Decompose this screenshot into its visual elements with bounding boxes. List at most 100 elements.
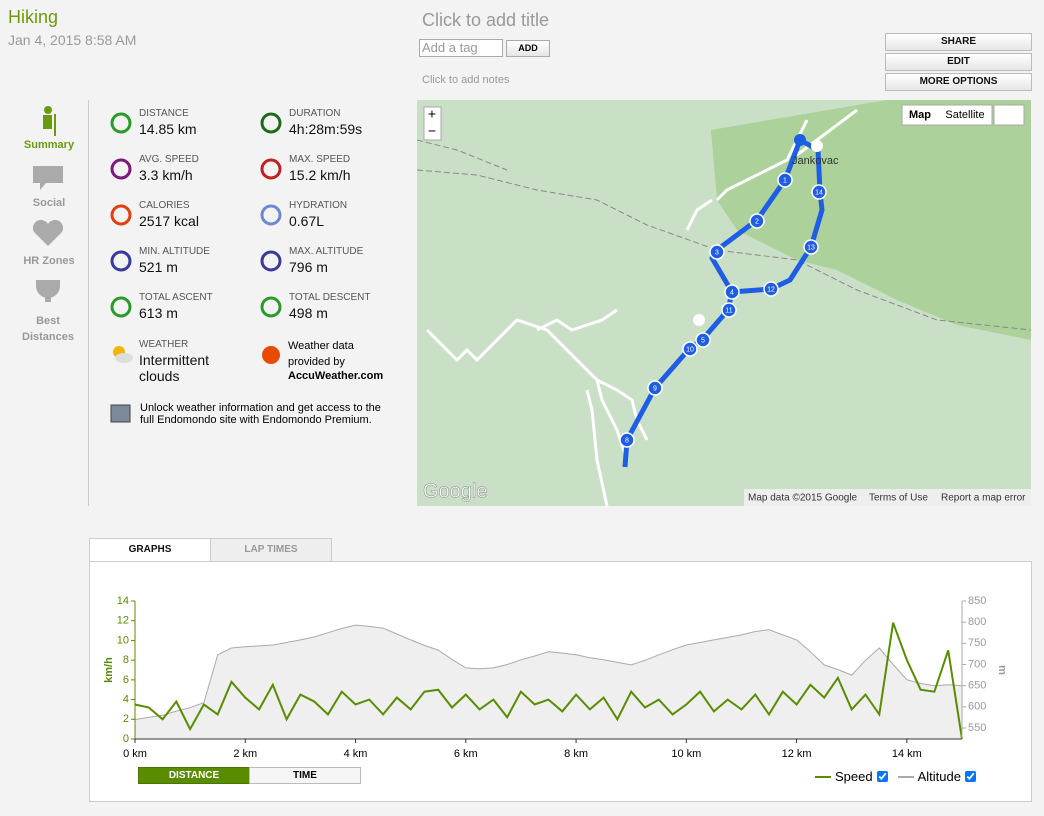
- y2-tick-label: 600: [968, 701, 986, 713]
- y2-tick-label: 650: [968, 680, 986, 692]
- y-tick-label: 4: [123, 693, 129, 705]
- weather-provider-text: Weather data provided by: [288, 340, 354, 368]
- series-line: [134, 622, 963, 740]
- route-marker: [763, 281, 779, 297]
- y-axis-label: km/h: [103, 657, 115, 683]
- tab-best-distances[interactable]: Best Distances: [22, 315, 74, 343]
- time-toggle[interactable]: TIME: [249, 767, 361, 784]
- y2-tick-label: 750: [968, 637, 986, 649]
- stat-label: MAX. ALTITUDE: [289, 246, 364, 257]
- report-link[interactable]: Report a map error: [941, 493, 1026, 504]
- stat-label: DISTANCE: [139, 108, 189, 119]
- distance-toggle[interactable]: DISTANCE: [138, 767, 250, 784]
- sidebar-icons: [32, 106, 64, 302]
- terms-link[interactable]: Terms of Use: [869, 493, 928, 504]
- y-tick-label: 2: [123, 713, 129, 725]
- stat-value: 4h:28m:59s: [289, 121, 363, 137]
- route-marker: [682, 341, 698, 357]
- x-tick-label: 6 km: [454, 748, 478, 760]
- stat-icon-shape: [260, 158, 282, 180]
- tag-input[interactable]: Add a tag: [419, 39, 503, 57]
- route-marker-label: 3: [715, 249, 719, 256]
- stat-label: MIN. ALTITUDE: [139, 246, 210, 257]
- weather-icon: [113, 346, 133, 363]
- stat-icon: [260, 296, 282, 318]
- more-options-button[interactable]: MORE OPTIONS: [885, 73, 1032, 91]
- lap-times-tab[interactable]: LAP TIMES: [210, 538, 332, 562]
- legend-label: Speed: [835, 769, 873, 784]
- tab-social[interactable]: Social: [32, 197, 66, 209]
- stat-icon-shape: [110, 112, 132, 134]
- stat-value: 2517 kcal: [139, 213, 199, 229]
- stat-icon-shape: [260, 250, 282, 272]
- promo-text: Unlock weather information and get acces…: [140, 402, 381, 426]
- add-notes[interactable]: Click to add notes: [422, 74, 510, 86]
- stat-icon: [260, 204, 282, 226]
- add-tag-button[interactable]: ADD: [506, 40, 550, 57]
- stat-icon: [110, 158, 132, 180]
- y-tick-label: 10: [117, 634, 129, 646]
- route-marker: [724, 284, 740, 300]
- divider: [88, 100, 89, 506]
- date: Jan 4, 2015 8:58 AM: [8, 32, 137, 48]
- route-marker-label: 12: [767, 286, 775, 293]
- stat-label: TOTAL DESCENT: [289, 292, 371, 303]
- x-tick-label: 10 km: [671, 748, 701, 760]
- stat-icon-shape: [260, 296, 282, 318]
- map[interactable]: Jankovac Google Map data ©2015 Google Te…: [417, 100, 1031, 506]
- route-marker-label: 10: [686, 346, 694, 353]
- map-type-map[interactable]: Map: [909, 109, 931, 121]
- x-tick-label: 0 km: [123, 748, 147, 760]
- zoom-in[interactable]: +: [428, 106, 436, 122]
- stat-icon-shape: [110, 250, 132, 272]
- y-tick-label: 6: [123, 674, 129, 686]
- tab-hr-zones[interactable]: HR Zones: [23, 255, 75, 267]
- route-marker-label: 8: [625, 437, 629, 444]
- legend-checkbox[interactable]: [876, 771, 888, 782]
- stat-icon: [260, 112, 282, 134]
- weather-provider[interactable]: AccuWeather.com: [288, 370, 384, 382]
- stat-value: 521 m: [139, 259, 178, 275]
- route-marker-label: 2: [755, 218, 759, 225]
- chart: 0 2 4 6 8 10 12 14 550 600 650 700 750 800 850 0 km 2 km…: [103, 595, 1008, 760]
- stat-label: AVG. SPEED: [139, 154, 199, 165]
- stat-icon: [260, 158, 282, 180]
- add-title[interactable]: Click to add title: [422, 10, 550, 30]
- route-marker: [709, 244, 725, 260]
- stat-icon: [110, 296, 132, 318]
- stat-icon: [110, 250, 132, 272]
- tab-summary[interactable]: Summary: [23, 139, 75, 151]
- y-tick-label: 0: [123, 733, 129, 745]
- weather-value: Intermittent clouds: [139, 352, 210, 384]
- legend-swatch: [897, 775, 914, 778]
- route-marker: [777, 172, 793, 188]
- y-tick-label: 12: [117, 615, 129, 627]
- stat-icon-shape: [110, 158, 132, 180]
- x-tick-label: 2 km: [233, 748, 257, 760]
- y2-axis-label: m: [996, 665, 1008, 675]
- route-marker-label: 5: [701, 337, 705, 344]
- y-tick-label: 14: [117, 595, 129, 607]
- graphs-tab[interactable]: GRAPHS: [89, 538, 211, 562]
- y-tick-label: 8: [123, 654, 129, 666]
- route-marker: [749, 213, 765, 229]
- map-attribution: Map data ©2015 Google: [748, 493, 858, 504]
- legend-swatch: [815, 775, 831, 778]
- place-label: Jankovac: [792, 155, 839, 167]
- x-tick-label: 14 km: [892, 748, 922, 760]
- legend-item: Speed: [815, 769, 888, 784]
- route-marker: [803, 239, 819, 255]
- route-marker-label: 9: [653, 385, 657, 392]
- map-type-satellite[interactable]: Satellite: [945, 109, 984, 121]
- x-tick-label: 4 km: [344, 748, 368, 760]
- legend-checkbox[interactable]: [964, 771, 976, 782]
- share-button[interactable]: SHARE: [885, 33, 1032, 51]
- route-marker-label: 13: [807, 244, 815, 251]
- stat-label: HYDRATION: [289, 200, 348, 211]
- route-marker-label: 11: [725, 307, 732, 314]
- x-tick-label: 12 km: [782, 748, 812, 760]
- series-line: [134, 624, 963, 720]
- edit-button[interactable]: EDIT: [885, 53, 1032, 71]
- stat-label: CALORIES: [139, 200, 190, 211]
- zoom-out[interactable]: −: [428, 123, 436, 139]
